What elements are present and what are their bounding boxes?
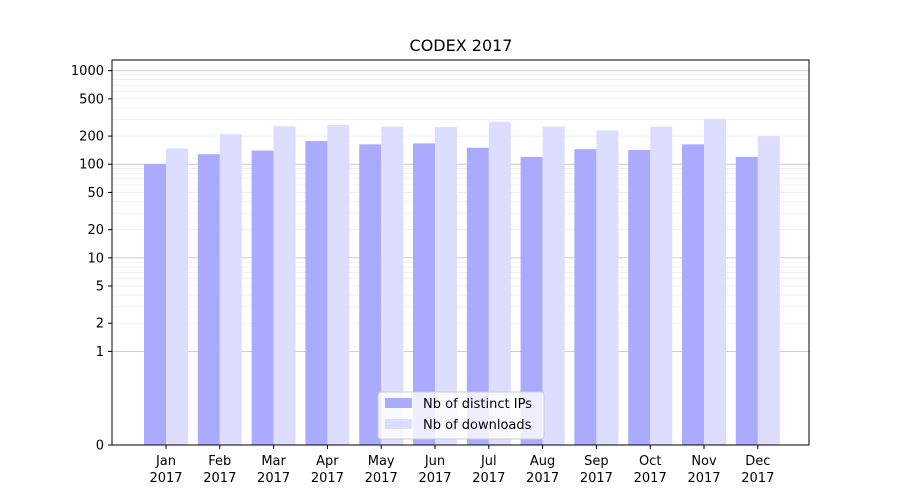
legend-swatch-downloads xyxy=(385,419,412,429)
chart-title: CODEX 2017 xyxy=(410,36,513,55)
y-tick-label: 5 xyxy=(96,280,104,295)
bar-downloads xyxy=(327,124,350,445)
bar-downloads xyxy=(542,126,565,446)
bar-distinct-ips xyxy=(735,156,758,446)
bar-downloads xyxy=(381,126,404,446)
x-tick-label-month: Jan xyxy=(155,454,176,469)
y-tick-label: 20 xyxy=(87,223,104,238)
y-tick-label: 1 xyxy=(96,345,104,360)
x-tick-label-month: Jun xyxy=(424,454,445,469)
x-tick-label-month: Mar xyxy=(261,454,286,469)
x-tick-label-year: 2017 xyxy=(580,471,613,486)
y-tick-label: 100 xyxy=(79,158,104,173)
bar-downloads xyxy=(435,127,457,445)
bar-downloads xyxy=(219,134,242,446)
bar-downloads xyxy=(596,130,619,446)
x-tick-label-year: 2017 xyxy=(472,471,505,486)
y-tick-label: 10 xyxy=(87,251,104,266)
bar-downloads xyxy=(650,126,673,445)
x-tick-label-year: 2017 xyxy=(203,471,236,486)
plot-frame xyxy=(111,59,810,446)
bar-distinct-ips xyxy=(628,149,651,445)
y-tick-label: 200 xyxy=(79,130,104,145)
legend-label-downloads: Nb of downloads xyxy=(423,418,532,433)
bar-distinct-ips xyxy=(197,154,220,446)
bar-downloads xyxy=(757,136,780,446)
bar-distinct-ips xyxy=(305,141,328,446)
y-tick-label: 500 xyxy=(79,92,104,107)
y-tick-label: 0 xyxy=(96,439,104,454)
bar-distinct-ips xyxy=(144,164,166,445)
x-tick-label-year: 2017 xyxy=(526,471,559,486)
x-tick-label-month: Feb xyxy=(208,454,231,469)
x-tick-label-year: 2017 xyxy=(634,471,667,486)
bar-distinct-ips xyxy=(520,156,543,446)
legend-label-distinct-ips: Nb of distinct IPs xyxy=(423,397,532,412)
bar-downloads xyxy=(166,148,188,446)
bar-distinct-ips xyxy=(574,149,597,445)
bar-distinct-ips xyxy=(466,147,489,445)
bar-distinct-ips xyxy=(682,144,704,445)
y-tick-label: 2 xyxy=(96,317,104,332)
legend-swatch-distinct-ips xyxy=(385,398,412,408)
bars xyxy=(144,118,780,446)
x-axis: Jan 2017 Feb 2017 Mar 2017 Apr 2017 May 2017 Jun 20… xyxy=(149,445,774,486)
y-axis: 0 1 2 5 10 20 50 100 200 500 1000 xyxy=(71,64,112,454)
x-tick-label-year: 2017 xyxy=(687,471,720,486)
legend-box xyxy=(377,391,545,440)
x-tick-label-year: 2017 xyxy=(149,471,182,486)
x-tick-label-month: May xyxy=(368,454,395,469)
x-tick-label-year: 2017 xyxy=(311,471,344,486)
x-tick-label-year: 2017 xyxy=(418,471,451,486)
x-tick-label-month: Apr xyxy=(316,454,339,469)
x-tick-label-month: Jul xyxy=(480,454,497,469)
legend: Nb of distinct IPs Nb of downloads xyxy=(377,391,545,440)
x-tick-label-month: Aug xyxy=(530,454,555,469)
bar-downloads xyxy=(488,121,511,446)
bar-distinct-ips xyxy=(359,144,382,445)
x-tick-label-year: 2017 xyxy=(365,471,398,486)
x-tick-label-month: Dec xyxy=(745,454,770,469)
x-tick-label-year: 2017 xyxy=(257,471,290,486)
bar-distinct-ips xyxy=(413,143,435,446)
bar-distinct-ips xyxy=(251,150,274,445)
x-tick-label-year: 2017 xyxy=(741,471,774,486)
x-tick-label-month: Nov xyxy=(691,454,717,469)
y-tick-label: 50 xyxy=(87,186,104,201)
x-tick-label-month: Oct xyxy=(639,454,661,469)
bar-downloads xyxy=(273,126,296,445)
x-tick-label-month: Sep xyxy=(584,454,609,469)
bar-downloads xyxy=(704,118,726,445)
y-tick-label: 1000 xyxy=(71,64,104,79)
